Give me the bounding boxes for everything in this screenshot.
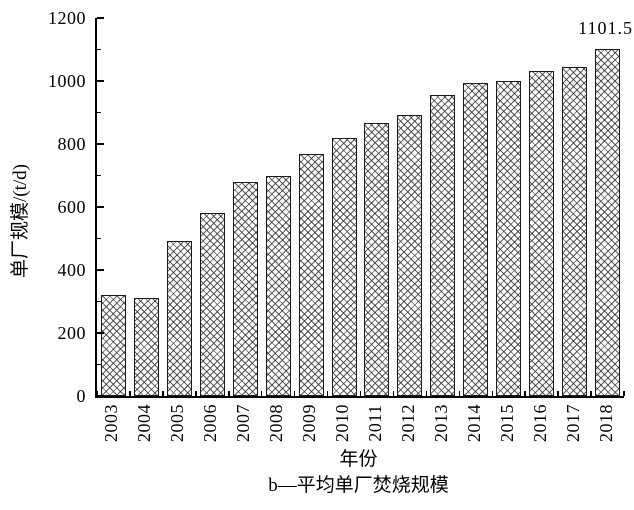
y-major-tick-1200 [97,17,104,19]
bar-2003 [100,295,126,396]
x-tick-label-2010: 2010 [332,404,353,442]
bar-2014 [463,82,489,396]
y-tick-label-600: 600 [57,197,86,217]
y-major-tick-200 [97,332,104,334]
x-tick-label-2015: 2015 [496,404,517,442]
x-tick-label-2006: 2006 [200,404,221,442]
max-value-annotation: 1101.5 [578,18,633,39]
y-tick-label-200: 200 [57,323,86,343]
y-minor-tick-900 [97,111,101,114]
bar-2012 [397,115,423,396]
x-tick-label-2018: 2018 [595,404,616,442]
x-tick-label-2011: 2011 [364,404,385,442]
x-tick-4 [228,391,230,396]
x-tick-label-2007: 2007 [233,404,254,442]
y-major-tick-400 [97,269,104,271]
x-tick-label-2009: 2009 [299,404,320,442]
bar-2011 [364,123,390,396]
x-tick-label-2008: 2008 [266,404,287,442]
x-tick-5 [260,391,263,396]
bar-2016 [529,71,555,396]
bar-2004 [133,298,159,396]
bar-2005 [166,241,192,396]
x-tick-9 [392,391,395,396]
y-minor-tick-500 [97,237,101,240]
bar-2015 [496,80,522,396]
bar-2013 [430,94,456,396]
y-major-tick-800 [97,143,104,145]
x-tick-11 [458,391,461,396]
x-tick-label-2013: 2013 [430,404,451,442]
x-tick-1 [129,391,131,396]
y-tick-label-0: 0 [76,386,86,406]
bar-2008 [265,175,291,396]
x-tick-2 [162,391,164,396]
x-tick-label-2012: 2012 [397,404,418,442]
x-tick-13 [524,391,526,396]
y-tick-label-800: 800 [57,134,86,154]
x-tick-0 [96,391,98,396]
plot-area [95,17,625,398]
figure-caption: b—平均单厂焚烧规模 [268,475,449,496]
x-tick-label-2016: 2016 [529,404,550,442]
y-minor-tick-100 [97,363,101,366]
y-minor-tick-300 [97,300,101,303]
y-major-tick-0 [97,395,104,397]
bar-2007 [232,182,258,396]
x-tick-label-2003: 2003 [101,404,122,442]
bar-2018 [595,49,621,396]
bar-2010 [331,138,357,396]
x-tick-label-2005: 2005 [167,404,188,442]
y-tick-label-1200: 1200 [48,8,86,28]
x-tick-10 [425,391,428,396]
x-tick-16 [623,391,625,396]
x-tick-label-2014: 2014 [463,404,484,442]
x-tick-14 [557,391,559,396]
y-major-tick-1000 [97,80,104,82]
x-tick-8 [359,391,362,396]
x-tick-3 [195,391,197,396]
bar-2006 [199,213,225,396]
x-tick-label-2004: 2004 [134,404,155,442]
x-tick-label-2017: 2017 [562,404,583,442]
x-tick-6 [293,391,296,396]
x-axis-title: 年份 [339,449,378,470]
x-tick-7 [326,391,329,396]
y-minor-tick-1100 [97,48,101,51]
bar-2009 [298,154,324,396]
x-tick-15 [590,391,592,396]
y-minor-tick-700 [97,174,101,177]
y-major-tick-600 [97,206,104,208]
y-tick-label-1000: 1000 [48,71,86,91]
x-tick-12 [491,391,493,396]
bar-2017 [562,66,588,396]
y-tick-label-400: 400 [57,260,86,280]
